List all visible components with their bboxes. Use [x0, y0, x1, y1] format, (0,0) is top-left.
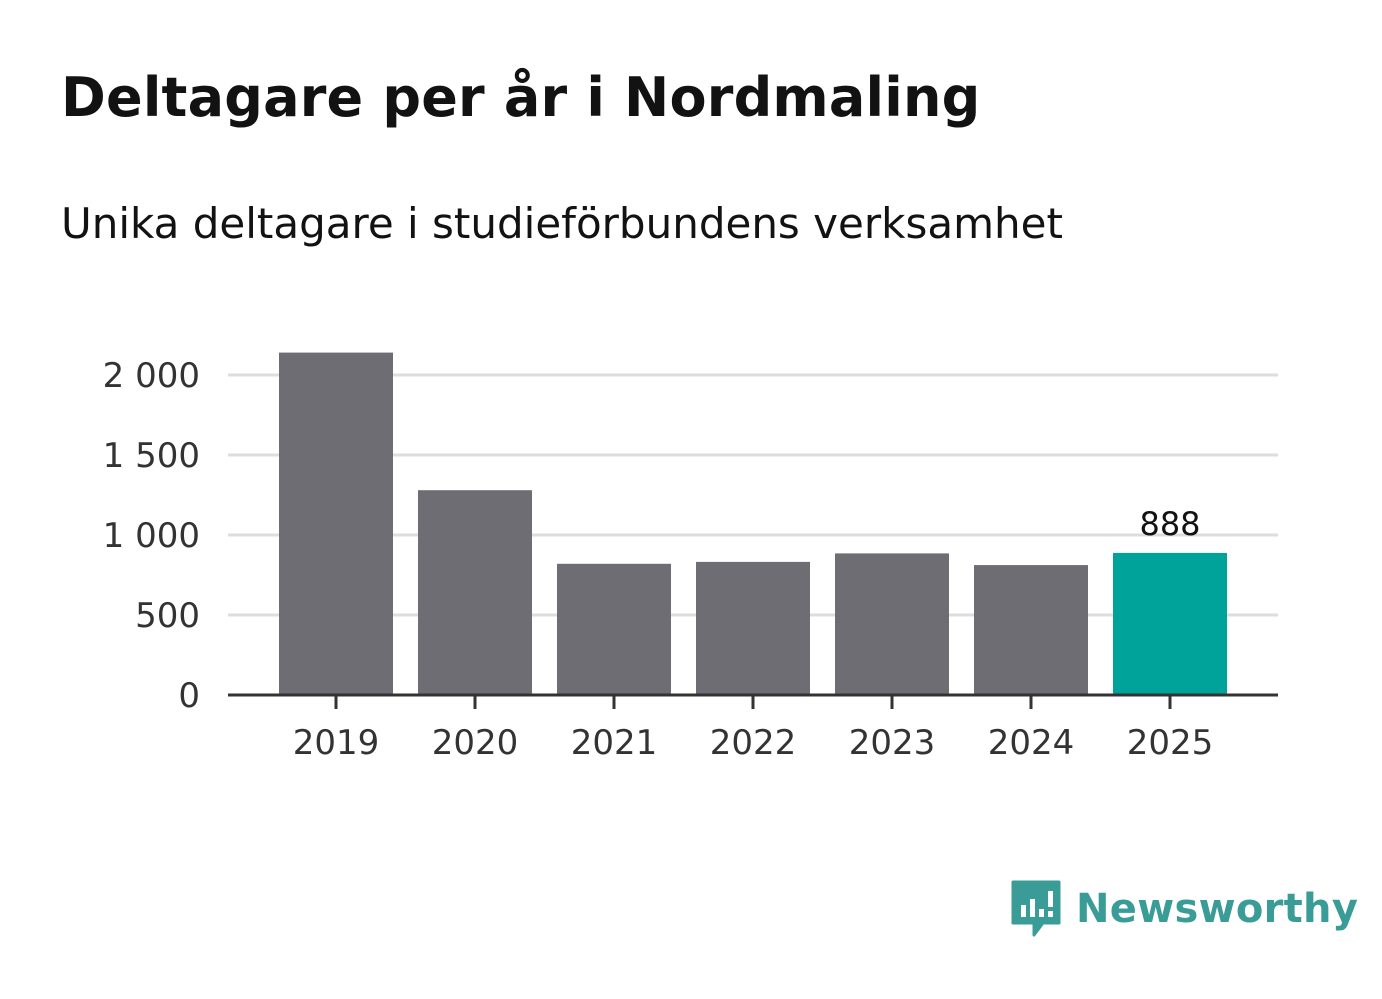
x-tick-label: 2022: [710, 723, 797, 763]
x-tick-label: 2020: [432, 723, 519, 763]
x-tick-label: 2019: [293, 723, 380, 763]
newsworthy-icon: [1011, 880, 1061, 937]
x-tick-label: 2021: [571, 723, 658, 763]
brand-name: Newsworthy: [1076, 886, 1359, 932]
data-label: 888: [1139, 505, 1200, 543]
chart-title: Deltagare per år i Nordmaling: [61, 66, 981, 129]
y-tick-label: 0: [178, 676, 200, 716]
y-tick-label: 500: [135, 596, 200, 636]
labels: 0 500 1 000 1 500 2 000 2019 2020 2021 2022 2023 2…: [103, 356, 1214, 763]
newsworthy-logo: Newsworthy: [1010, 878, 1358, 940]
chart-subtitle: Unika deltagare i studieförbundens verks…: [61, 199, 1063, 248]
x-tick-label: 2025: [1127, 723, 1214, 763]
bar-2022: [696, 561, 810, 695]
y-tick-label: 1 000: [103, 516, 200, 556]
bar-2019: [279, 352, 393, 695]
x-tick-label: 2024: [988, 723, 1075, 763]
bar-2023: [835, 553, 949, 695]
y-tick-label: 1 500: [103, 436, 200, 476]
x-tick-label: 2023: [849, 723, 936, 763]
bar-2024: [974, 565, 1088, 695]
x-axis: [228, 693, 1278, 709]
bars: [279, 352, 1227, 695]
y-tick-label: 2 000: [103, 356, 200, 396]
bar-2021: [557, 563, 671, 695]
bar-2020: [418, 490, 532, 695]
bar-2025: [1113, 552, 1227, 695]
